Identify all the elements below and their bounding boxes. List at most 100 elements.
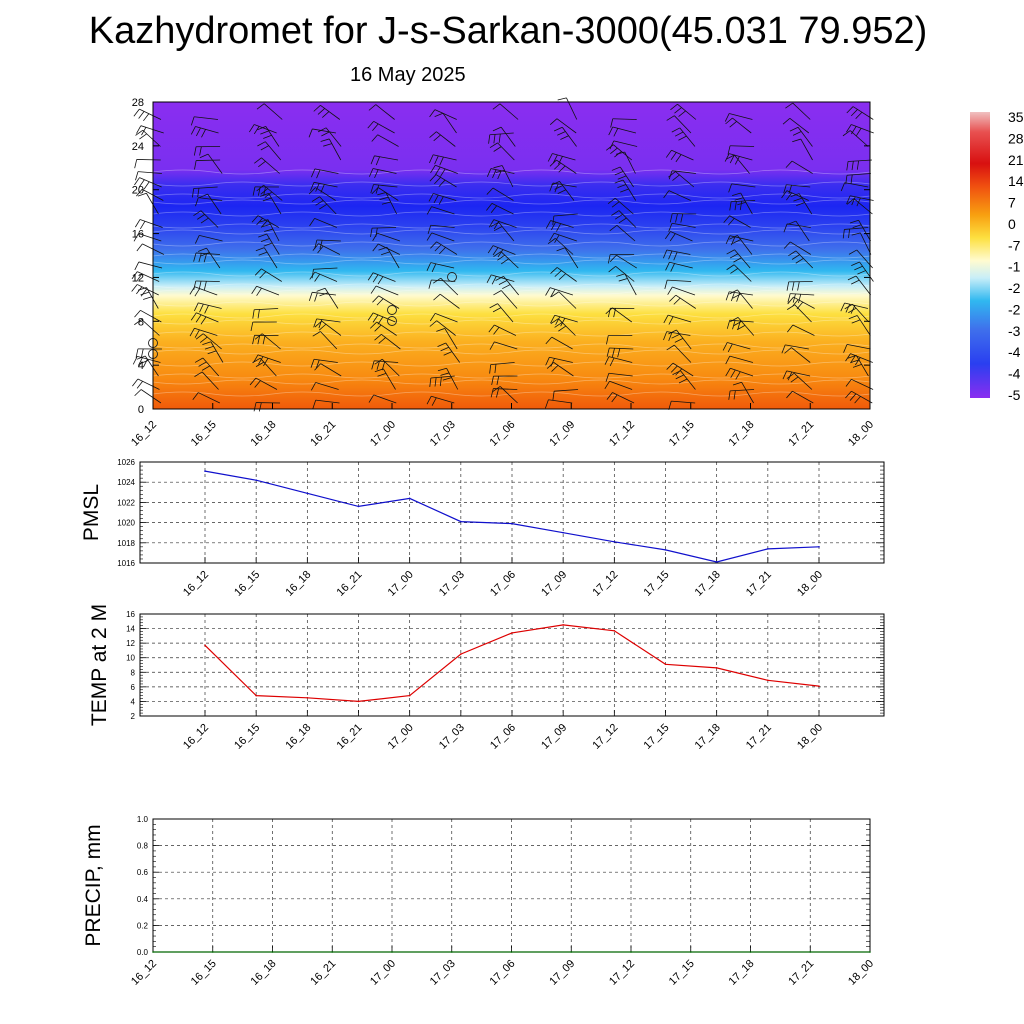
x-tick-label: 17_09 <box>547 958 577 988</box>
wind-barb <box>668 171 695 188</box>
wind-barb <box>786 373 813 390</box>
wind-barb <box>722 342 751 353</box>
wind-barb <box>556 247 579 269</box>
wind-barb <box>606 347 634 358</box>
wind-barb <box>486 187 514 201</box>
wind-barb <box>488 324 517 336</box>
wind-barb <box>663 331 691 342</box>
wind-barb <box>669 213 697 223</box>
wind-barb <box>667 286 696 296</box>
wind-barb <box>492 103 519 120</box>
wind-barb <box>849 219 871 242</box>
wind-barb <box>189 327 218 338</box>
x-tick-label: 17_00 <box>386 722 416 752</box>
data-point <box>818 685 820 687</box>
wind-barb <box>845 173 871 185</box>
wind-barb <box>840 302 869 314</box>
wind-barb <box>729 200 756 211</box>
x-tick-label: 17_03 <box>437 569 467 599</box>
wind-barb <box>605 372 633 382</box>
x-tick-label: 17_00 <box>386 569 416 599</box>
x-tick-label: 17_12 <box>590 722 620 752</box>
wind-barb <box>729 235 753 255</box>
x-tick-label: 16_18 <box>283 722 313 752</box>
wind-barb <box>670 103 697 120</box>
y-tick-label: 4 <box>131 697 136 706</box>
wind-barb <box>842 130 869 147</box>
wind-barb <box>489 341 518 350</box>
contour-line <box>152 289 871 295</box>
wind-barb <box>788 250 814 269</box>
data-point <box>664 549 667 551</box>
wind-barb <box>545 336 573 350</box>
wind-barb <box>724 153 753 165</box>
wind-barb <box>320 138 342 161</box>
wind-barb <box>370 227 397 238</box>
wind-barb <box>840 182 869 192</box>
data-point <box>562 531 564 534</box>
wind-barb <box>253 402 281 412</box>
x-tick-label: 16_15 <box>232 569 262 599</box>
wind-barb <box>135 171 162 181</box>
contour-line <box>152 361 871 367</box>
data-point <box>869 951 871 953</box>
data-point <box>450 951 453 953</box>
y-axis-label: PRECIP, mm <box>82 824 105 946</box>
heatmap-y-axis: 0 4 8 12 16 20 24 28 <box>132 97 870 416</box>
y-tick-label: 1.0 <box>137 815 149 824</box>
wind-barb <box>426 395 455 406</box>
wind-barb <box>781 190 809 201</box>
heatmap-y-tick-label: 8 <box>138 316 144 328</box>
wind-barb <box>728 389 755 400</box>
calm-wind-marker <box>387 305 397 315</box>
wind-barb <box>549 232 577 243</box>
x-tick-label: 17_18 <box>693 722 723 752</box>
wind-barb <box>787 296 815 310</box>
wind-barb <box>493 251 519 269</box>
wind-barb <box>194 371 219 390</box>
heatmap-x-axis: 16_12 16_15 16_18 16_21 17_00 17_03 17_06 17_09… <box>129 403 876 449</box>
colorbar: 35 28 21 14 7 0 -7 -1 -2 -2 -3 -4 -4 -5 <box>970 109 1024 403</box>
wind-barb <box>368 168 397 179</box>
wind-barb <box>429 131 456 147</box>
data-point <box>331 951 334 953</box>
heatmap-x-tick-label: 16_18 <box>249 419 279 449</box>
wind-barb <box>786 281 813 291</box>
contour-line <box>152 211 871 217</box>
wind-barb <box>311 267 338 279</box>
wind-barb <box>787 293 815 304</box>
wind-barb <box>489 362 515 374</box>
heatmap-y-tick-label: 16 <box>132 229 144 241</box>
wind-barb <box>371 187 399 201</box>
calm-wind-marker <box>447 272 457 282</box>
data-point <box>749 951 752 953</box>
wind-barb <box>434 112 457 134</box>
wind-barb <box>789 126 813 147</box>
wind-barb <box>609 254 637 269</box>
data-point <box>460 520 462 523</box>
wind-barb <box>609 140 638 150</box>
wind-barb <box>192 186 218 198</box>
wind-barb <box>611 210 637 228</box>
wind-barb <box>310 382 339 391</box>
data-point <box>408 694 411 697</box>
wind-barb <box>308 187 336 201</box>
x-tick-label: 17_21 <box>744 569 774 599</box>
x-tick-label: 17_12 <box>607 958 637 988</box>
data-point <box>271 951 274 953</box>
x-tick-label: 17_18 <box>693 569 723 599</box>
y-tick-label: 16 <box>126 610 135 619</box>
wind-barb <box>374 358 400 377</box>
heatmap-x-tick-label: 17_21 <box>786 419 816 449</box>
wind-barb <box>427 224 455 235</box>
colorbar-label: 21 <box>1008 152 1024 168</box>
wind-barb <box>846 198 873 215</box>
heatmap-y-tick-label: 28 <box>132 97 144 109</box>
wind-barb <box>249 377 278 390</box>
contour-line <box>152 331 871 337</box>
wind-barb <box>194 159 221 170</box>
wind-barb <box>663 190 691 201</box>
wind-barb <box>553 126 577 147</box>
panel-frame <box>139 461 885 564</box>
data-point <box>562 624 564 626</box>
